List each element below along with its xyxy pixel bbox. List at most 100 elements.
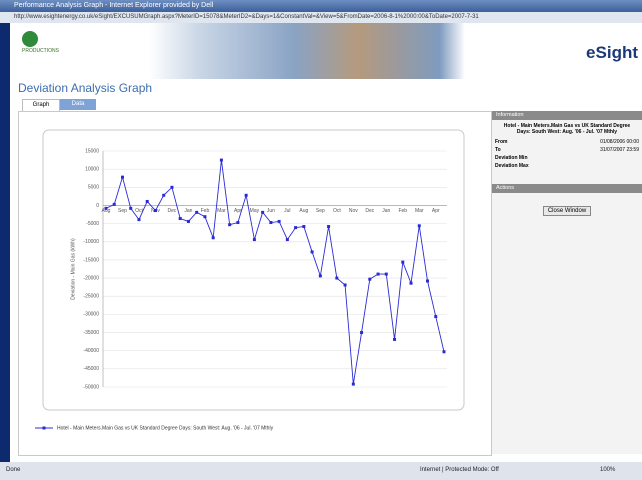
data-point bbox=[211, 236, 215, 240]
data-point bbox=[129, 206, 133, 210]
banner bbox=[10, 23, 642, 79]
data-point bbox=[277, 219, 281, 223]
y-tick-label: -20000 bbox=[83, 275, 99, 281]
x-tick-label: Feb bbox=[201, 208, 210, 214]
data-point bbox=[261, 210, 265, 214]
data-point bbox=[343, 283, 347, 287]
x-tick-label: Feb bbox=[398, 208, 407, 214]
x-tick-label: Jun bbox=[267, 208, 275, 214]
logo-icon bbox=[22, 31, 38, 47]
x-tick-label: Aug bbox=[102, 208, 111, 214]
brand: eSight bbox=[586, 43, 638, 62]
data-point bbox=[244, 193, 248, 197]
x-tick-label: Dec bbox=[167, 208, 176, 214]
data-point bbox=[376, 272, 380, 276]
x-tick-label: Nov bbox=[349, 208, 358, 214]
info-value: 01/08/2006 00:00 bbox=[600, 139, 639, 145]
info-label: To bbox=[495, 147, 501, 153]
x-tick-label: Dec bbox=[365, 208, 374, 214]
x-tick-label: Jan bbox=[184, 208, 192, 214]
y-tick-label: 5000 bbox=[88, 185, 99, 191]
close-button[interactable]: Close Window bbox=[542, 206, 592, 216]
data-point bbox=[195, 210, 199, 214]
data-point bbox=[120, 175, 124, 179]
y-tick-label: -25000 bbox=[83, 294, 99, 300]
data-point bbox=[219, 158, 223, 162]
x-tick-label: May bbox=[250, 208, 260, 214]
info-row: To 31/07/2007 23:59 bbox=[492, 146, 642, 154]
y-tick-label: -5000 bbox=[86, 221, 99, 227]
info-row: Deviation Min bbox=[492, 154, 642, 162]
status-bar: Done Internet | Protected Mode: Off 100% bbox=[0, 462, 642, 480]
data-point bbox=[178, 217, 182, 221]
data-point bbox=[186, 219, 190, 223]
status-text: Done bbox=[6, 467, 21, 473]
data-point bbox=[442, 350, 446, 354]
data-point bbox=[401, 260, 405, 264]
data-line bbox=[105, 160, 445, 385]
data-point bbox=[228, 223, 232, 227]
y-tick-label: -40000 bbox=[83, 348, 99, 354]
data-point bbox=[203, 215, 207, 219]
web-page: PRODUCTIONS eSight Deviation Analysis Gr… bbox=[10, 23, 642, 462]
data-point bbox=[393, 337, 397, 341]
data-point bbox=[162, 193, 166, 197]
data-point bbox=[285, 238, 289, 242]
info-value: 31/07/2007 23:59 bbox=[600, 147, 639, 153]
logo-text: PRODUCTIONS bbox=[22, 48, 59, 54]
x-tick-label: Oct bbox=[135, 208, 143, 214]
x-tick-label: Apr bbox=[234, 208, 242, 214]
data-point bbox=[426, 279, 430, 283]
graph-panel: 15000 10000 5000 0 -5000 -10000 -15000 -20000 -2… bbox=[18, 111, 492, 456]
x-tick-label: Apr bbox=[432, 208, 440, 214]
data-point bbox=[302, 225, 306, 229]
data-point bbox=[112, 202, 116, 206]
y-tick-label: 0 bbox=[96, 203, 99, 209]
data-point bbox=[409, 281, 413, 285]
x-tick-label: Mar bbox=[415, 208, 424, 214]
x-tick-label: Sep bbox=[118, 208, 127, 214]
tab[interactable]: Data bbox=[60, 99, 96, 110]
chart: 15000 10000 5000 0 -5000 -10000 -15000 -20000 -2… bbox=[35, 129, 465, 431]
data-point bbox=[417, 224, 421, 228]
data-point bbox=[310, 250, 314, 254]
legend-marker bbox=[42, 426, 46, 430]
data-point bbox=[294, 226, 298, 230]
panel-header: Actions bbox=[492, 184, 642, 193]
x-tick-label: Jan bbox=[382, 208, 390, 214]
y-tick-label: 15000 bbox=[85, 148, 99, 154]
info-label: From bbox=[495, 139, 508, 145]
data-point bbox=[153, 209, 157, 213]
title-bar: Performance Analysis Graph - Internet Ex… bbox=[0, 0, 642, 12]
data-point bbox=[351, 382, 355, 386]
y-tick-label: -50000 bbox=[83, 384, 99, 390]
page-title: Deviation Analysis Graph bbox=[18, 81, 153, 95]
data-point bbox=[384, 272, 388, 276]
x-tick-label: Mar bbox=[217, 208, 226, 214]
data-point bbox=[137, 218, 141, 222]
x-tick-label: Oct bbox=[333, 208, 341, 214]
data-point bbox=[335, 276, 339, 280]
data-point bbox=[327, 225, 331, 229]
data-point bbox=[434, 315, 438, 319]
info-row: Deviation Max bbox=[492, 162, 642, 170]
legend-label: Hotel - Main Meters.Main Gas vs UK Stand… bbox=[57, 425, 274, 431]
y-tick-label: -10000 bbox=[83, 239, 99, 245]
data-point bbox=[368, 277, 372, 281]
actions: Close Window bbox=[492, 193, 642, 217]
data-point bbox=[252, 238, 256, 242]
y-tick-label: 10000 bbox=[85, 166, 99, 172]
zoom[interactable]: 100% bbox=[600, 467, 616, 473]
address-bar[interactable]: http://www.esightenergy.co.uk/eSight/EXC… bbox=[0, 12, 642, 23]
info-label: Deviation Max bbox=[495, 163, 529, 169]
side-panel: Information Hotel - Main Meters.Main Gas… bbox=[492, 111, 642, 454]
data-point bbox=[318, 274, 322, 278]
info-label: Deviation Min bbox=[495, 155, 528, 161]
y-axis-label: Deviation - Main Gas (kWh) bbox=[70, 238, 76, 300]
data-point bbox=[145, 199, 149, 203]
data-point bbox=[170, 185, 174, 189]
y-tick-label: -45000 bbox=[83, 366, 99, 372]
zone: Internet | Protected Mode: Off bbox=[420, 467, 499, 473]
x-tick-label: Aug bbox=[299, 208, 308, 214]
tab[interactable]: Graph bbox=[22, 99, 60, 111]
